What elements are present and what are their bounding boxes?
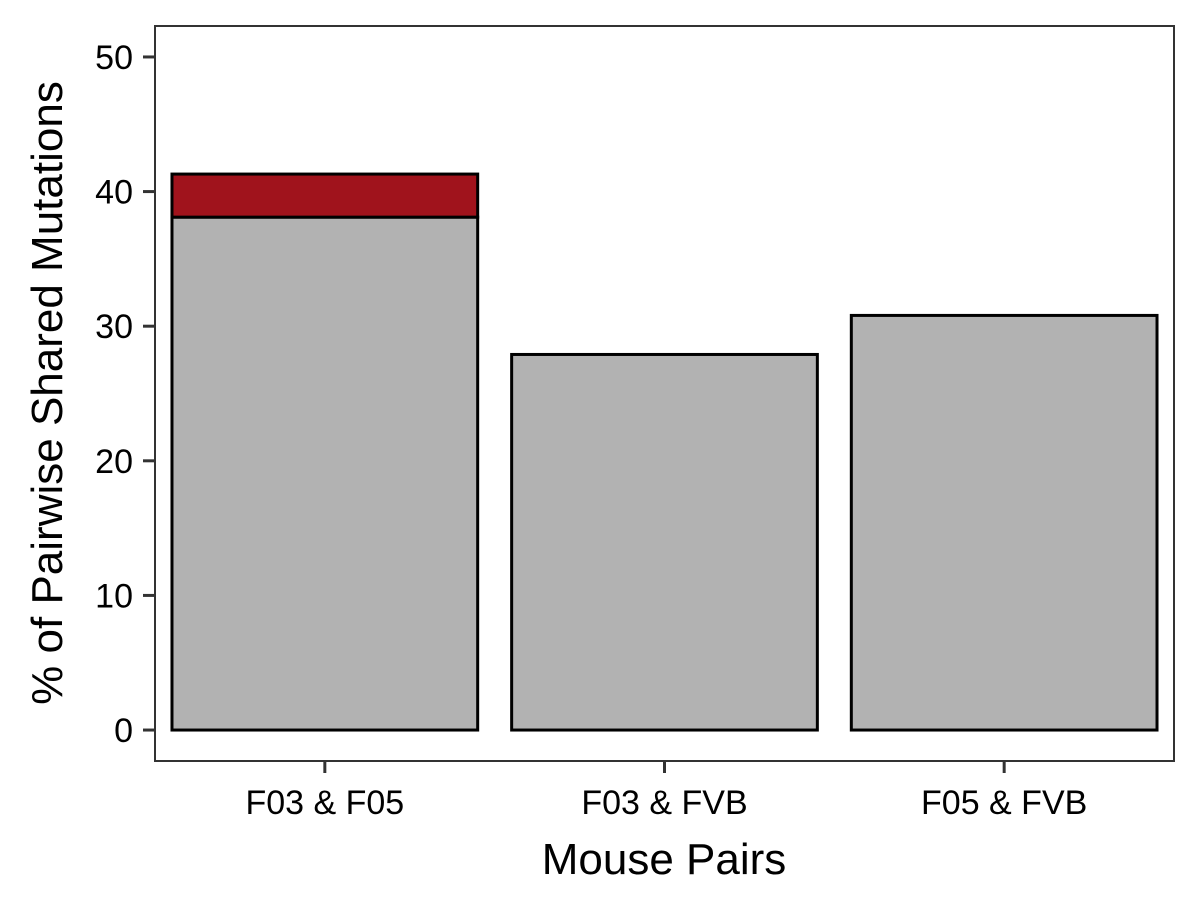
y-axis-title: % of Pairwise Shared Mutations — [23, 81, 72, 705]
y-tick-label: 40 — [95, 174, 133, 212]
x-axis: F03 & F05 F03 & FVB F05 & FVB — [245, 761, 1087, 822]
bar-segment — [170, 215, 480, 732]
y-tick-label: 30 — [95, 308, 133, 346]
y-tick-label: 10 — [95, 577, 133, 615]
x-axis-title: Mouse Pairs — [542, 835, 787, 884]
bar-segment — [849, 313, 1159, 732]
y-axis: 0 10 20 30 40 50 — [95, 39, 155, 750]
bar-segment — [510, 352, 819, 732]
bars-layer — [170, 172, 1159, 732]
y-tick-label: 50 — [95, 39, 133, 77]
y-tick-label: 0 — [114, 712, 133, 750]
x-tick-label: F05 & FVB — [921, 784, 1087, 822]
y-tick-label: 20 — [95, 443, 133, 481]
x-tick-label: F03 & FVB — [581, 784, 747, 822]
x-tick-label: F03 & F05 — [245, 784, 404, 822]
bar-segment — [170, 172, 480, 219]
